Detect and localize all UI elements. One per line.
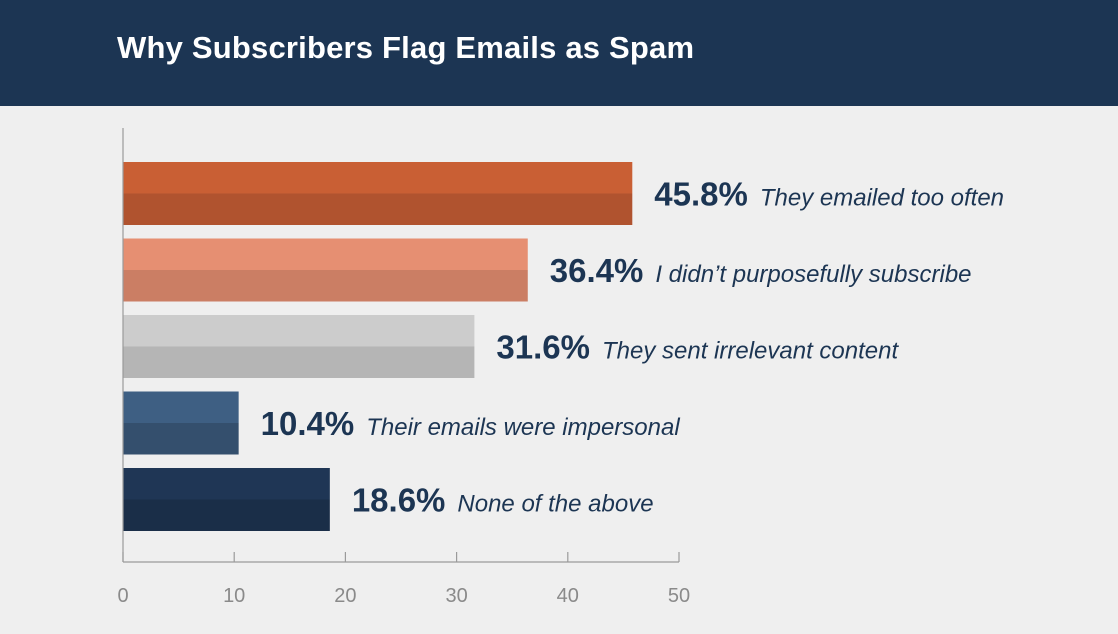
bar-top: [123, 468, 330, 500]
x-tick-label: 0: [117, 585, 128, 607]
bar-data-label: 36.4% I didn’t purposefully subscribe: [550, 252, 972, 289]
bar-data-label: 31.6% They sent irrelevant content: [496, 329, 899, 366]
bar-bottom: [123, 346, 475, 378]
bar-category-label: I didn’t purposefully subscribe: [655, 261, 971, 288]
chart-title: Why Subscribers Flag Emails as Spam: [117, 30, 695, 65]
bar-bottom: [123, 499, 330, 531]
bar-data-label: 10.4% Their emails were impersonal: [261, 405, 681, 442]
bar-top: [123, 238, 528, 270]
bar-category-label: Their emails were impersonal: [366, 414, 680, 441]
bar-value-label: 18.6%: [352, 482, 446, 519]
bar-category-label: None of the above: [457, 491, 653, 518]
x-tick-label: 10: [223, 585, 245, 607]
bar-value-label: 45.8%: [654, 176, 748, 213]
bar-bottom: [123, 193, 633, 225]
x-tick-label: 40: [557, 585, 579, 607]
bar-top: [123, 315, 475, 347]
bar-value-label: 36.4%: [550, 252, 644, 289]
bar-bottom: [123, 423, 239, 455]
chart-header: Why Subscribers Flag Emails as Spam: [0, 0, 1118, 106]
bar-bottom: [123, 270, 528, 302]
bar-value-label: 31.6%: [496, 329, 590, 366]
bar-top: [123, 162, 633, 194]
bar-top: [123, 391, 239, 423]
x-tick-label: 20: [334, 585, 356, 607]
x-tick-label: 30: [445, 585, 467, 607]
x-tick-label: 50: [668, 585, 690, 607]
bar-value-label: 10.4%: [261, 405, 355, 442]
bar-data-label: 45.8% They emailed too often: [654, 176, 1004, 213]
bar-category-label: They emailed too often: [760, 185, 1004, 212]
bar-data-label: 18.6% None of the above: [352, 482, 654, 519]
bar-category-label: They sent irrelevant content: [602, 338, 899, 365]
